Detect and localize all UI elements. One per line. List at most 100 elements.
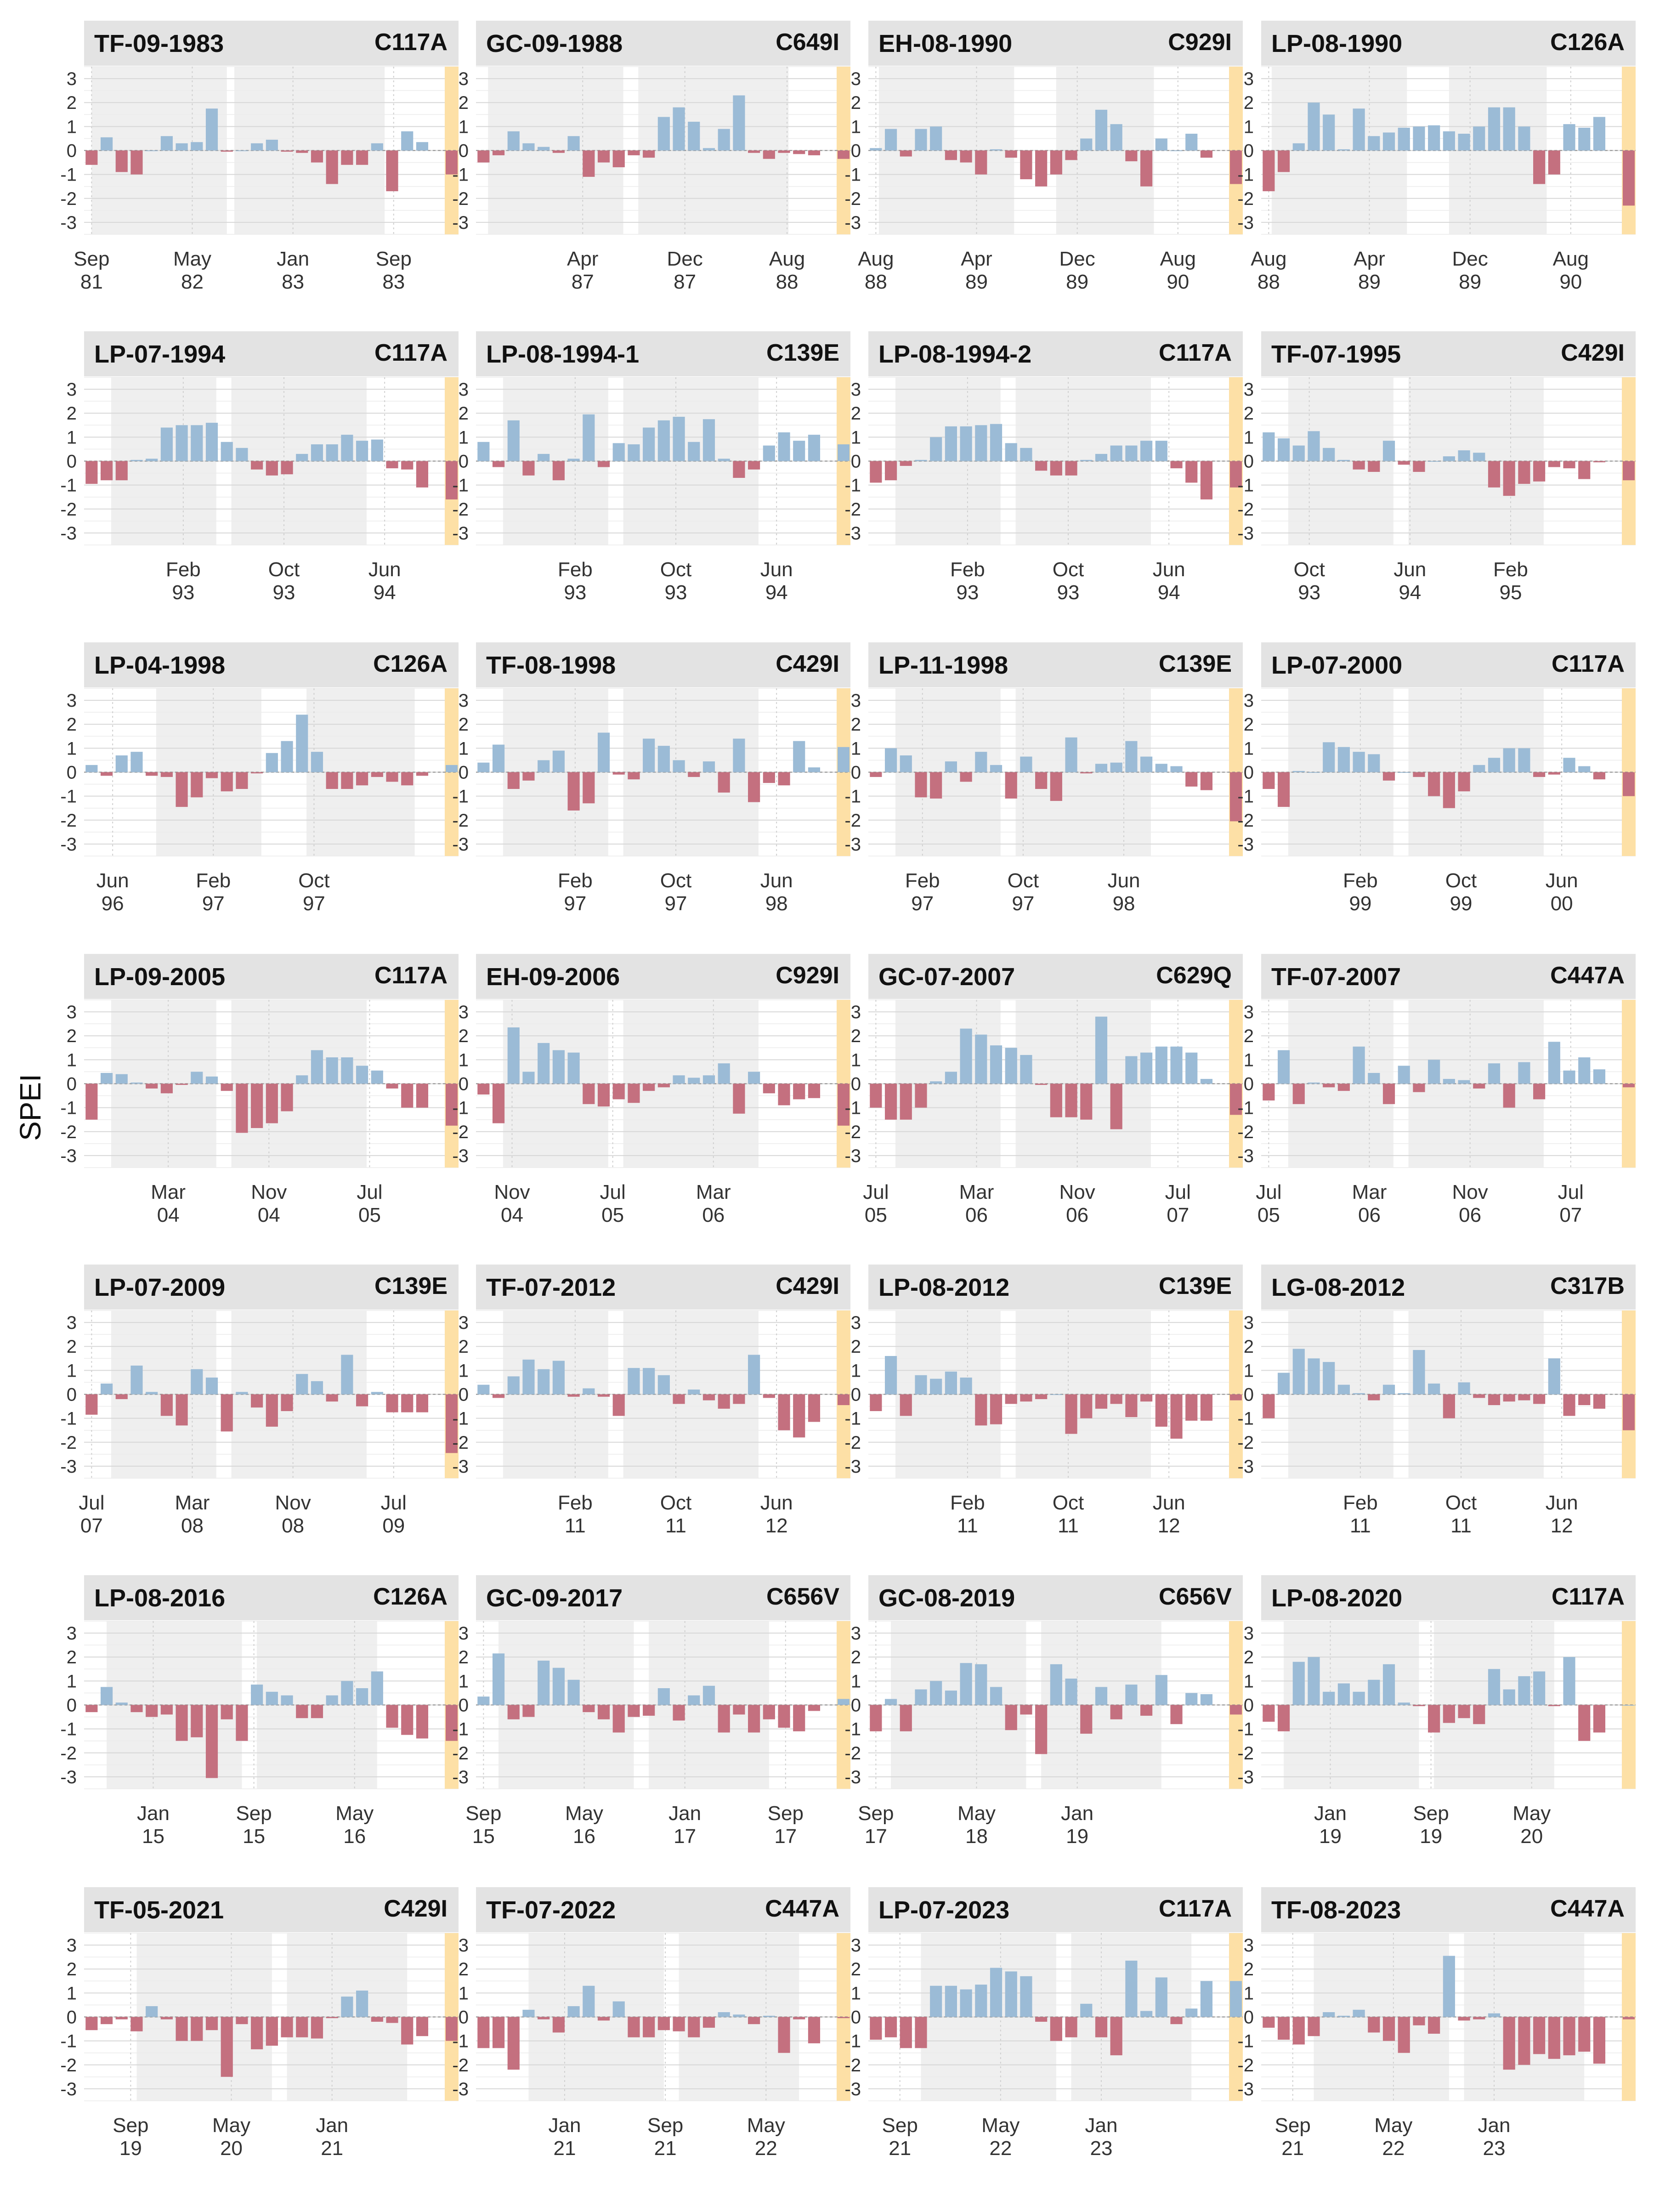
spei-bar [1458, 1705, 1470, 1719]
panel-code: C126A [1550, 29, 1625, 56]
x-tick-year: 05 [358, 1204, 381, 1226]
y-tick-label: 0 [459, 2008, 469, 2028]
spei-bar [1170, 1046, 1183, 1084]
spei-bar [748, 461, 760, 470]
panel-strip [868, 1265, 1243, 1310]
spei-bar [146, 459, 158, 461]
panel: LP-08-1990 C126A-3-2-10123Aug88Apr89Dec89… [1237, 21, 1636, 293]
spei-bar [870, 772, 882, 777]
panel-title: LP-07-1994 [94, 340, 225, 368]
x-tick-month: Jan [1061, 1802, 1093, 1825]
y-tick-label: 3 [459, 1313, 469, 1333]
y-tick-label: 0 [67, 1074, 77, 1095]
spei-bar [522, 1359, 535, 1395]
spei-bar [1458, 2017, 1470, 2021]
panel-code: C139E [374, 1273, 447, 1299]
spei-bar [356, 1394, 368, 1407]
spei-bar [371, 143, 383, 151]
y-tick-label: 1 [67, 1983, 77, 2003]
y-tick-label: 2 [459, 1647, 469, 1668]
y-tick-label: 0 [851, 2008, 861, 2028]
spei-bar [612, 150, 625, 167]
y-tick-label: 0 [851, 452, 861, 472]
spei-bar [748, 772, 760, 802]
y-tick-label: 1 [67, 117, 77, 137]
x-tick-month: Jun [368, 558, 401, 581]
spei-bar [1578, 461, 1591, 479]
spei-bar [205, 1076, 218, 1084]
x-tick-month: Sep [858, 1802, 894, 1825]
spei-bar [371, 1671, 383, 1705]
x-tick-year: 99 [1450, 892, 1473, 915]
y-tick-label: 3 [851, 691, 861, 711]
spei-bar [733, 1394, 745, 1404]
spei-bar [1230, 1083, 1242, 1115]
spei-bar [1428, 772, 1440, 796]
y-tick-label: 0 [459, 1385, 469, 1405]
spei-bar [1368, 754, 1380, 772]
y-tick-label: 0 [459, 141, 469, 161]
y-tick-label: 1 [67, 1361, 77, 1381]
panel-code: C117A [1159, 340, 1232, 366]
spei-bar [945, 426, 957, 461]
x-tick-year: 18 [965, 1825, 988, 1848]
y-tick-label: 1 [851, 1050, 861, 1070]
spei-bar [492, 461, 505, 467]
spei-bar [960, 1989, 972, 2017]
x-tick-year: 89 [965, 271, 988, 293]
panel-code: C139E [1159, 651, 1232, 677]
panel-title: LP-09-2005 [94, 963, 225, 991]
y-tick-label: -1 [1237, 165, 1254, 185]
spei-bar [567, 1394, 580, 1397]
spei-bar [1110, 1705, 1122, 1719]
x-tick-month: Nov [1452, 1181, 1488, 1203]
y-tick-label: -3 [844, 2079, 861, 2099]
y-tick-label: -2 [1237, 1433, 1254, 1453]
x-tick-year: 97 [564, 892, 586, 915]
spei-bar [1443, 456, 1455, 461]
x-tick-year: 15 [243, 1825, 265, 1848]
spei-bar [1080, 459, 1093, 461]
spei-bar [643, 2017, 655, 2037]
spei-bar [130, 459, 143, 461]
spei-bar [900, 461, 912, 466]
spei-bar [567, 2006, 580, 2017]
spei-bar [1413, 126, 1425, 151]
spei-bar [386, 772, 398, 782]
x-tick-month: Mar [959, 1181, 994, 1203]
x-tick-year: 89 [1358, 271, 1381, 293]
spei-bar [1488, 1394, 1501, 1405]
x-tick-month: Aug [1160, 248, 1196, 270]
x-tick-month: Jan [668, 1802, 701, 1825]
y-tick-label: -1 [452, 787, 469, 807]
x-tick-year: 87 [674, 271, 696, 293]
spei-bar [221, 442, 233, 461]
y-tick-label: 2 [459, 1959, 469, 1979]
y-tick-label: 0 [67, 1385, 77, 1405]
spei-bar [915, 459, 927, 461]
spei-bar [702, 2017, 715, 2028]
spei-bar [930, 772, 942, 799]
x-tick-month: May [1374, 2114, 1412, 2137]
x-tick-month: Jul [357, 1181, 382, 1203]
spei-bar [1095, 2017, 1108, 2037]
y-tick-label: -2 [1237, 189, 1254, 209]
panel: LP-08-1994-2 C117A-3-2-10123Feb93Oct93Jun… [844, 331, 1243, 604]
spei-bar [281, 461, 293, 475]
spei-bar [657, 117, 670, 151]
spei-bar [1140, 1394, 1153, 1402]
spei-bar [251, 2017, 263, 2049]
x-tick-year: 05 [865, 1204, 887, 1226]
spei-bar [688, 2017, 700, 2037]
spei-bar [416, 142, 429, 151]
spei-bar [130, 752, 143, 772]
panel-strip [84, 21, 459, 66]
spei-bar [416, 2017, 429, 2036]
spei-bar [975, 425, 987, 461]
spei-bar [1578, 766, 1591, 772]
spei-bar [1382, 2017, 1395, 2041]
spei-bar [311, 444, 323, 461]
spei-bar [85, 1705, 98, 1713]
spei-bar [221, 150, 233, 152]
